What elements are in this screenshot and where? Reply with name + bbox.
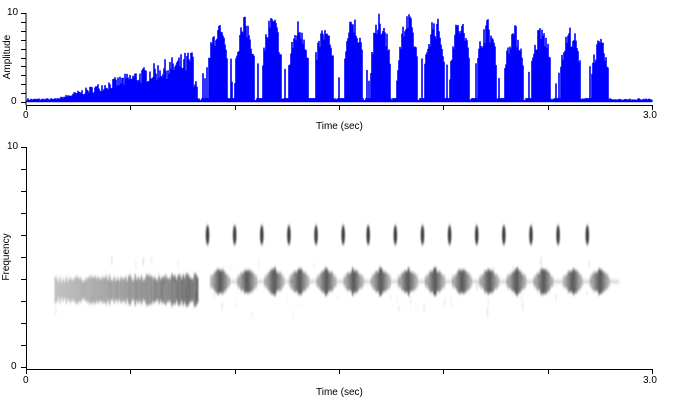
spectrogram-series bbox=[54, 225, 620, 319]
spectrogram-y-tick-top: 10 bbox=[7, 141, 19, 152]
spectrogram-x-tick-left: 0 bbox=[23, 375, 29, 386]
spectrogram-y-tick-bottom: 0 bbox=[11, 361, 17, 372]
waveform-plot bbox=[21, 13, 653, 110]
waveform-axes bbox=[21, 13, 653, 110]
spectrogram-x-axis-title: Time (sec) bbox=[316, 387, 363, 398]
waveform-x-tick-right: 3.0 bbox=[643, 110, 657, 121]
waveform-series bbox=[25, 13, 653, 103]
waveform-y-tick-top: 10 bbox=[7, 7, 19, 18]
waveform-y-tick-bottom: 0 bbox=[11, 96, 17, 107]
spectrogram-x-tick-right: 3.0 bbox=[643, 375, 657, 386]
spectrogram-y-axis-title: Frequency bbox=[1, 233, 12, 281]
waveform-x-tick-left: 0 bbox=[23, 110, 29, 121]
waveform-x-axis-title: Time (sec) bbox=[316, 121, 363, 132]
spectrogram-axes bbox=[21, 147, 653, 374]
